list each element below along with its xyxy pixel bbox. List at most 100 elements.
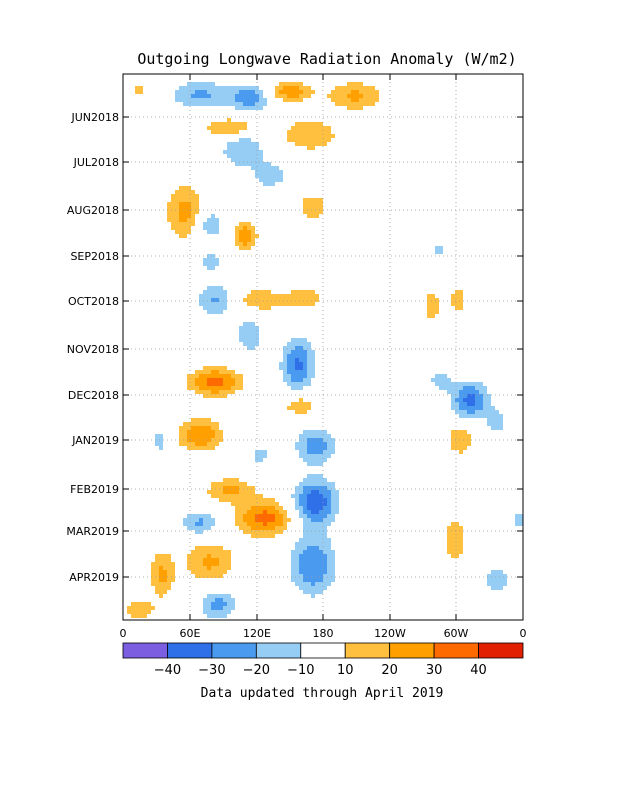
anomaly-cell	[215, 262, 219, 266]
anomaly-cell	[495, 582, 499, 586]
anomaly-cell	[263, 162, 267, 166]
plot-area	[122, 73, 524, 621]
anomaly-cell	[295, 82, 299, 86]
anomaly-cell	[195, 382, 199, 386]
anomaly-cell	[323, 502, 327, 506]
anomaly-cell	[219, 606, 223, 610]
anomaly-cell	[319, 542, 323, 546]
anomaly-cell	[311, 542, 315, 546]
anomaly-cell	[479, 414, 483, 418]
anomaly-cell	[299, 482, 303, 486]
anomaly-cell	[295, 346, 299, 350]
anomaly-cell	[231, 370, 235, 374]
anomaly-cell	[307, 370, 311, 374]
anomaly-cell	[251, 106, 255, 110]
anomaly-cell	[483, 390, 487, 394]
anomaly-cell	[311, 502, 315, 506]
anomaly-cell	[239, 386, 243, 390]
anomaly-cell	[315, 214, 319, 218]
anomaly-cell	[435, 306, 439, 310]
anomaly-cell	[279, 90, 283, 94]
anomaly-cell	[459, 294, 463, 298]
anomaly-cell	[427, 302, 431, 306]
anomaly-cell	[311, 438, 315, 442]
anomaly-cell	[259, 174, 263, 178]
anomaly-cell	[295, 498, 299, 502]
anomaly-cell	[295, 582, 299, 586]
anomaly-cell	[459, 386, 463, 390]
anomaly-cell	[315, 486, 319, 490]
anomaly-cell	[311, 526, 315, 530]
anomaly-cell	[219, 494, 223, 498]
anomaly-cell	[215, 370, 219, 374]
anomaly-cell	[239, 338, 243, 342]
anomaly-cell	[143, 614, 147, 618]
anomaly-cell	[239, 330, 243, 334]
anomaly-cell	[463, 446, 467, 450]
anomaly-cell	[199, 426, 203, 430]
anomaly-cell	[239, 234, 243, 238]
anomaly-cell	[199, 438, 203, 442]
anomaly-cell	[211, 258, 215, 262]
anomaly-cell	[451, 398, 455, 402]
anomaly-cell	[299, 298, 303, 302]
anomaly-cell	[267, 530, 271, 534]
anomaly-cell	[195, 550, 199, 554]
anomaly-cell	[251, 530, 255, 534]
anomaly-cell	[211, 310, 215, 314]
anomaly-cell	[311, 510, 315, 514]
anomaly-cell	[199, 382, 203, 386]
anomaly-cell	[495, 586, 499, 590]
anomaly-cell	[299, 382, 303, 386]
anomaly-cell	[263, 450, 267, 454]
anomaly-cell	[171, 226, 175, 230]
anomaly-cell	[299, 98, 303, 102]
anomaly-cell	[243, 222, 247, 226]
anomaly-cell	[195, 94, 199, 98]
anomaly-cell	[223, 390, 227, 394]
anomaly-cell	[451, 554, 455, 558]
anomaly-cell	[239, 162, 243, 166]
anomaly-cell	[247, 494, 251, 498]
anomaly-cell	[451, 382, 455, 386]
anomaly-cell	[215, 546, 219, 550]
anomaly-cell	[255, 502, 259, 506]
anomaly-cell	[163, 570, 167, 574]
anomaly-cell	[307, 446, 311, 450]
anomaly-cell	[299, 346, 303, 350]
anomaly-cell	[319, 458, 323, 462]
anomaly-cell	[303, 434, 307, 438]
anomaly-cell	[223, 610, 227, 614]
anomaly-cell	[443, 374, 447, 378]
anomaly-cell	[247, 150, 251, 154]
anomaly-cell	[455, 402, 459, 406]
anomaly-cell	[155, 434, 159, 438]
anomaly-cell	[207, 514, 211, 518]
anomaly-cell	[295, 350, 299, 354]
anomaly-cell	[195, 90, 199, 94]
anomaly-cell	[307, 494, 311, 498]
anomaly-cell	[215, 294, 219, 298]
anomaly-cell	[207, 570, 211, 574]
anomaly-cell	[203, 518, 207, 522]
anomaly-cell	[211, 94, 215, 98]
anomaly-cell	[255, 326, 259, 330]
colorbar-label: −20	[243, 663, 270, 678]
anomaly-cell	[431, 378, 435, 382]
anomaly-cell	[307, 90, 311, 94]
anomaly-cell	[307, 358, 311, 362]
colorbar-swatch	[478, 642, 524, 659]
y-tick-label: AUG2018	[67, 204, 119, 217]
anomaly-cell	[315, 558, 319, 562]
anomaly-cell	[295, 374, 299, 378]
anomaly-cell	[243, 122, 247, 126]
anomaly-cell	[319, 498, 323, 502]
anomaly-cell	[175, 230, 179, 234]
anomaly-cell	[263, 502, 267, 506]
anomaly-cell	[203, 442, 207, 446]
anomaly-cell	[191, 422, 195, 426]
anomaly-cell	[195, 206, 199, 210]
anomaly-cell	[319, 446, 323, 450]
anomaly-cell	[219, 554, 223, 558]
anomaly-cell	[167, 210, 171, 214]
